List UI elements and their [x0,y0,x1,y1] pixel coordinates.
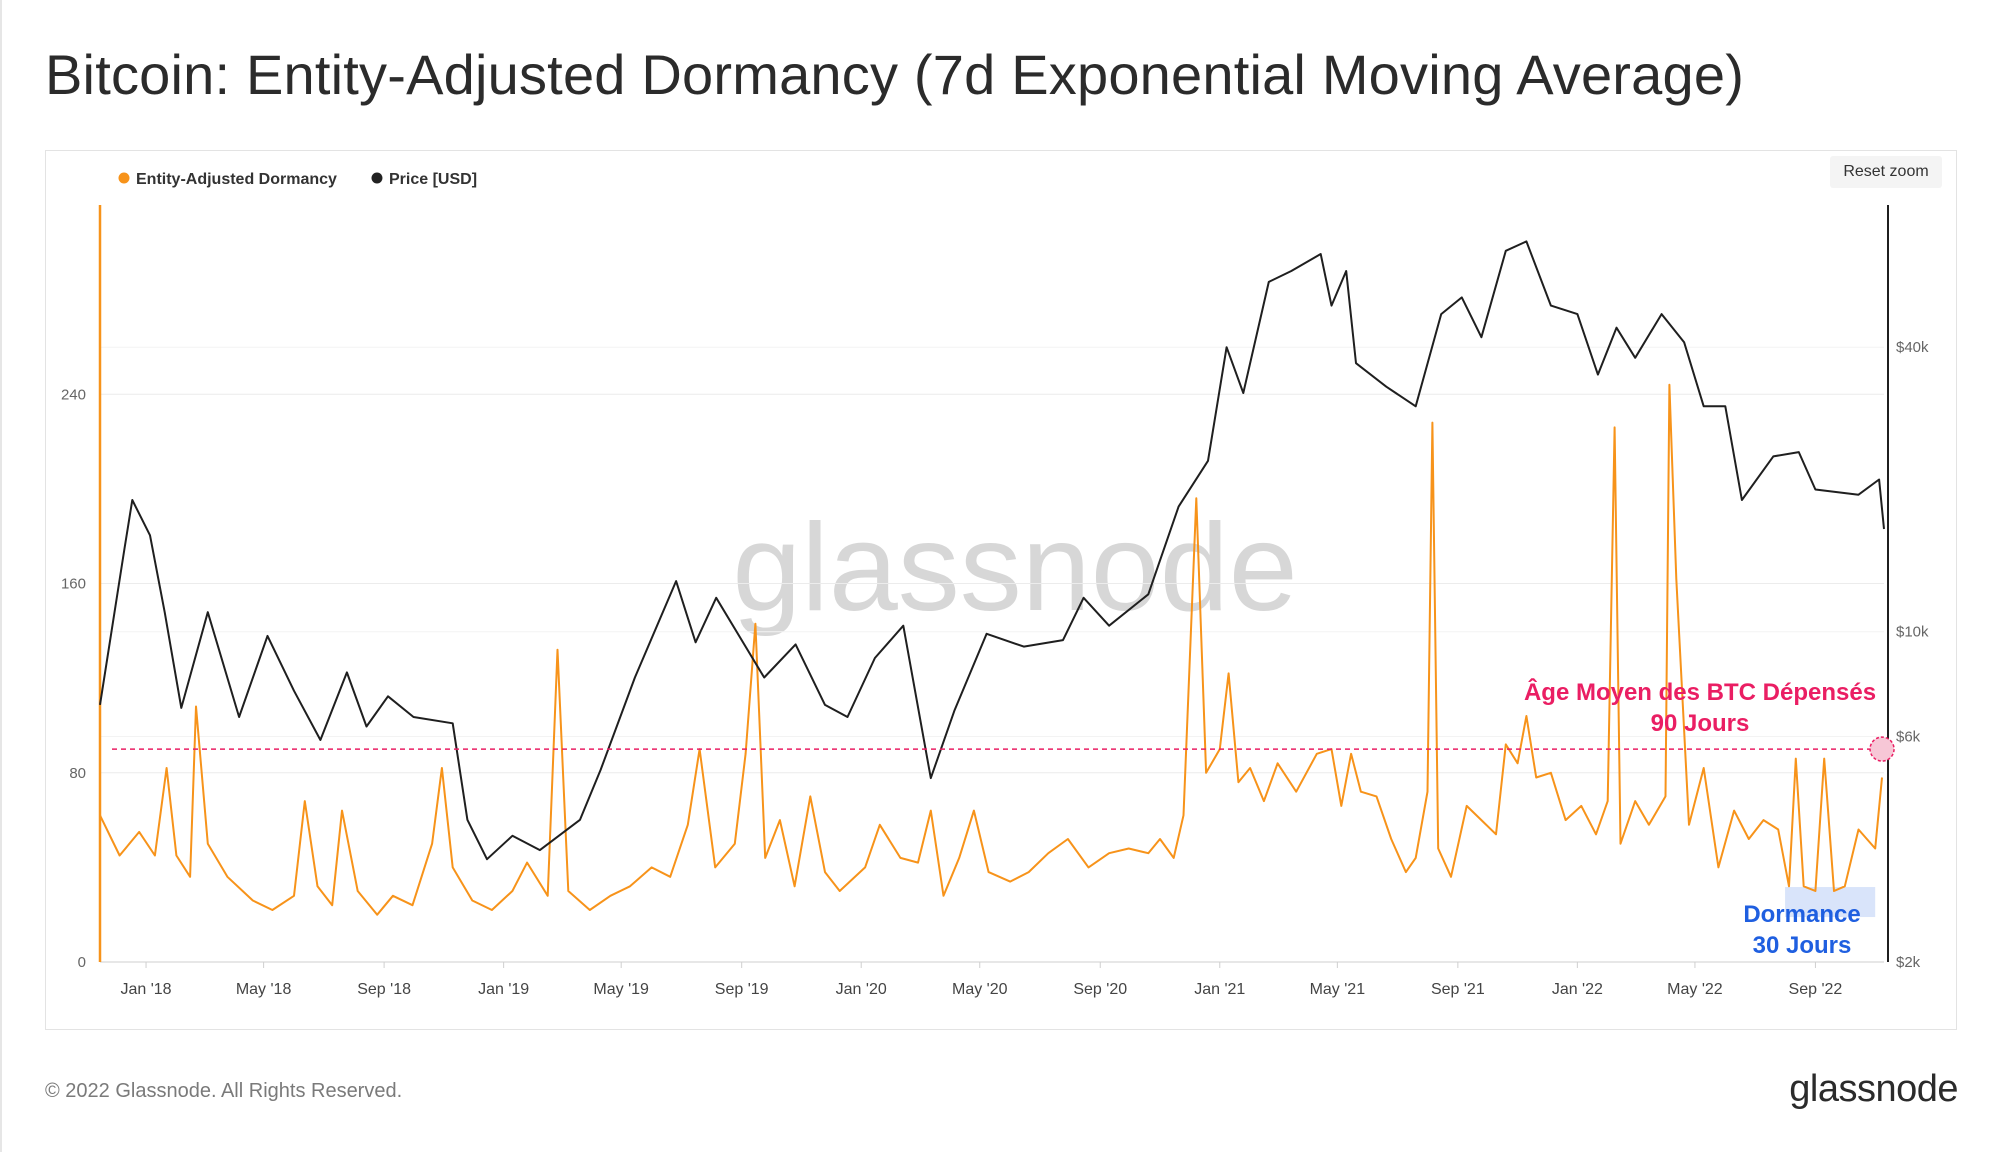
y-left-tick-label: 0 [78,954,86,971]
legend-dot-price [371,172,383,184]
dormancy-30d-highlight [1785,887,1876,918]
x-tick-label: Sep '21 [1431,981,1485,998]
x-tick-label: May '20 [952,981,1008,998]
legend-item-price[interactable]: Price [USD] [371,171,478,188]
x-tick-label: May '18 [236,981,292,998]
y-left-tick-label: 160 [61,576,86,593]
x-axis: Jan '18 May '18 Sep '18 Jan '19 May '19 Sep '… [100,961,1884,998]
y-right-tick-label: $40k [1896,339,1929,356]
x-tick-label: Jan '21 [1194,981,1245,998]
page-title: Bitcoin: Entity-Adjusted Dormancy (7d Ex… [45,43,1745,106]
legend-item-dormancy[interactable]: Entity-Adjusted Dormancy [118,171,338,188]
annotation-30-line2: 30 Jours [1753,932,1852,959]
x-tick-label: Sep '20 [1073,981,1127,998]
x-tick-label: Sep '19 [715,981,769,998]
y-axis-left: 0 80 160 240 [61,205,102,971]
y-axis-right: $2k $6k $10k $40k [1887,205,1929,971]
annotation-30-days: Dormance 30 Jours [1743,901,1860,959]
x-tick-label: May '19 [593,981,649,998]
footer-copyright: © 2022 Glassnode. All Rights Reserved. [45,1080,403,1102]
reset-zoom-button[interactable]: Reset zoom [1830,156,1942,188]
y-left-tick-label: 80 [69,765,86,782]
dormancy-30d-highlight-box [1785,887,1876,918]
x-tick-label: May '22 [1667,981,1723,998]
price-line [99,240,1885,861]
series-lines [99,240,1885,916]
y-right-tick-label: $2k [1896,954,1921,971]
legend-dot-dormancy [118,172,130,184]
annotation-90-line2: 90 Jours [1651,710,1750,737]
annotation-30-line1: Dormance [1743,901,1860,928]
x-tick-label: Sep '22 [1789,981,1843,998]
x-tick-label: Jan '19 [478,981,529,998]
x-tick-label: Jan '20 [836,981,887,998]
watermark-text: glassnode [732,499,1297,637]
chart-frame [45,150,1957,1030]
current-value-marker-circle [1869,736,1895,762]
x-tick-label: Jan '22 [1552,981,1603,998]
page-left-rule [0,0,2,1152]
footer-logo: glassnode [1789,1068,1958,1110]
grid-lines [100,346,1884,963]
y-right-tick-label: $10k [1896,624,1929,641]
x-tick-label: Sep '18 [357,981,411,998]
y-left-tick-label: 240 [61,386,86,403]
x-tick-label: Jan '18 [120,981,171,998]
dormancy-line [99,383,1883,916]
legend-label-dormancy: Entity-Adjusted Dormancy [136,171,337,188]
y-right-tick-label: $6k [1896,729,1921,746]
annotation-90-days: Âge Moyen des BTC Dépensés 90 Jours [1524,678,1876,737]
current-value-marker [1869,736,1895,762]
annotation-90-line1: Âge Moyen des BTC Dépensés [1524,678,1876,706]
x-tick-label: May '21 [1310,981,1366,998]
legend[interactable]: Entity-Adjusted Dormancy Price [USD] [118,171,478,188]
legend-label-price: Price [USD] [389,171,477,188]
